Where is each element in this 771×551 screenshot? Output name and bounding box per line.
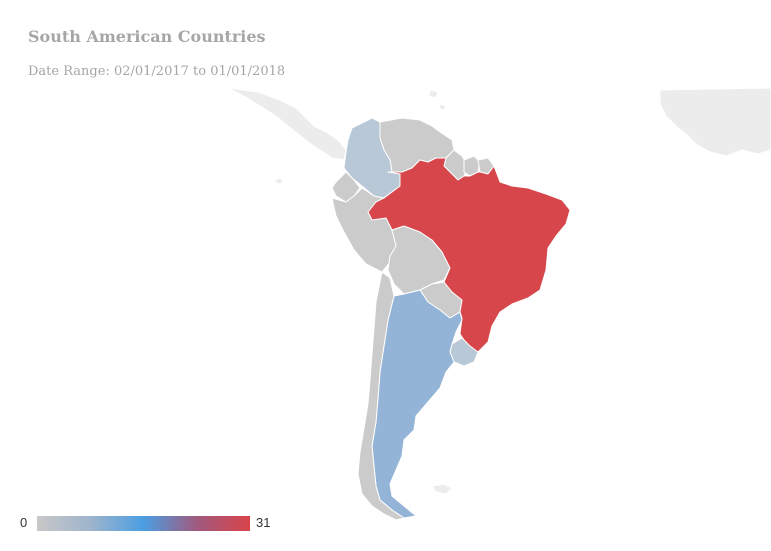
countries: [331, 117, 571, 521]
legend-min-label: 0: [20, 515, 28, 530]
date-range-subtitle: Date Range: 02/01/2017 to 01/01/2018: [28, 64, 286, 79]
africa: [659, 87, 771, 157]
region-chile[interactable]: [357, 271, 405, 521]
region-brazil[interactable]: [367, 157, 571, 353]
falkland-islands: [431, 483, 453, 495]
caribbean-islands: [428, 89, 447, 111]
background-land: [227, 87, 771, 495]
legend-max-label: 31: [256, 515, 271, 530]
central-america: [227, 87, 347, 161]
chart-title: South American Countries: [28, 27, 266, 46]
galapagos-islands: [273, 177, 285, 185]
legend-gradient-bar: [37, 516, 250, 531]
